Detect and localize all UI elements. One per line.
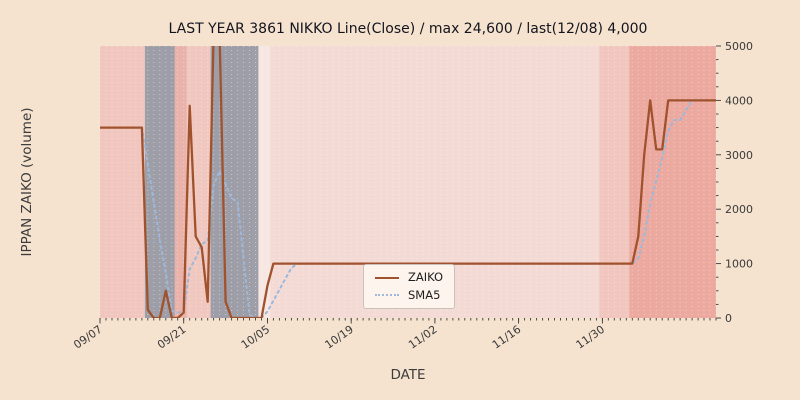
day-gridlines: [99, 46, 717, 318]
sma5-line-swatch: [375, 294, 399, 297]
y-tick-label: 2000: [725, 203, 753, 216]
band-09-20: [174, 46, 187, 318]
legend-label-sma5: SMA5: [408, 287, 441, 302]
band-09-07: [100, 46, 145, 318]
x-tick-label: 09/21: [155, 323, 188, 352]
y-tick-label: 0: [725, 312, 732, 325]
x-tick-label: 11/30: [574, 323, 607, 352]
band-09-26: [210, 46, 259, 318]
plot-background: [100, 46, 716, 318]
chart-title: LAST YEAR 3861 NIKKO Line(Close) / max 2…: [168, 21, 648, 37]
y-tick-label: 1000: [725, 258, 753, 271]
x-tick-label: 10/05: [239, 323, 272, 352]
legend-item-zaiko: ZAIKO: [375, 270, 444, 284]
band-09-22: [186, 46, 211, 318]
legend-label-zaiko: ZAIKO: [408, 270, 444, 284]
x-tick-label: 09/07: [71, 323, 104, 352]
legend: ZAIKO SMA5: [363, 264, 456, 309]
y-tick-label: 4000: [725, 94, 753, 107]
band-10-04: [258, 46, 271, 318]
y-axis-label: IPPAN ZAIKO (volume): [19, 107, 35, 257]
x-tick-label: 11/02: [406, 323, 439, 352]
band-11-30: [599, 46, 630, 318]
zaiko-line: [100, 46, 716, 318]
zaiko-line-swatch: [375, 276, 399, 279]
x-tick-label: 11/16: [490, 323, 523, 352]
axis-ticks: [99, 45, 721, 324]
x-tick-label: 10/19: [322, 323, 355, 352]
legend-item-sma5: SMA5: [375, 287, 443, 302]
y-tick-label: 5000: [725, 40, 753, 53]
y-tick-label: 3000: [725, 149, 753, 162]
x-axis-label: DATE: [390, 367, 426, 383]
band-12-05: [629, 46, 716, 318]
